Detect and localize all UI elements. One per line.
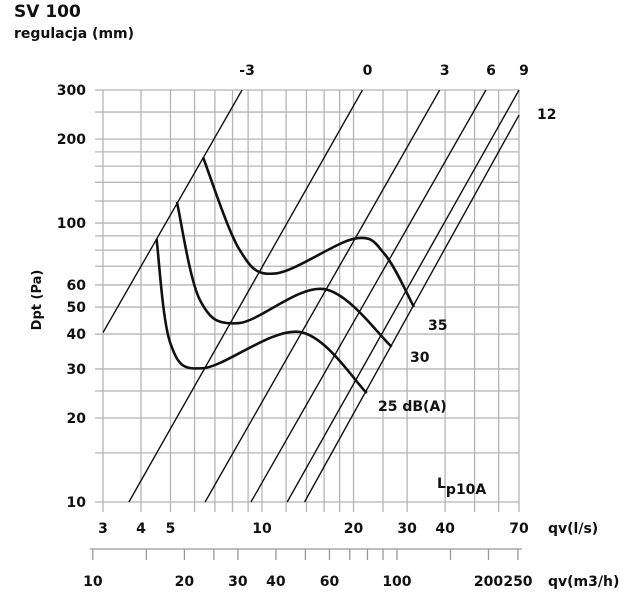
grid bbox=[89, 89, 522, 560]
y-tick-label: 200 bbox=[57, 132, 86, 148]
regulation-line bbox=[286, 89, 520, 503]
regulation-line-label: 9 bbox=[519, 63, 529, 79]
y-tick-label: 10 bbox=[67, 495, 87, 511]
regulation-line-label: 6 bbox=[486, 63, 496, 79]
regulation-line-label: 12 bbox=[537, 107, 556, 123]
regulation-lines bbox=[102, 89, 520, 503]
y-tick-label: 30 bbox=[67, 362, 87, 378]
x-tick-label: 3 bbox=[98, 521, 108, 537]
regulation-line bbox=[204, 89, 441, 503]
y-tick-label: 20 bbox=[67, 411, 87, 427]
x2-tick-label: 40 bbox=[266, 574, 286, 590]
x2-tick-label: 100 bbox=[382, 574, 411, 590]
x-tick-label: 30 bbox=[397, 521, 417, 537]
y-tick-label: 60 bbox=[67, 278, 87, 294]
lp10a-annotation: Lp10A bbox=[437, 476, 486, 498]
noise-curve bbox=[175, 201, 393, 348]
x2-axis-label: qv(m3/h) bbox=[548, 574, 619, 590]
y-tick-label: 50 bbox=[67, 300, 87, 316]
x-axis-label: qv(l/s) bbox=[548, 521, 598, 537]
y-tick-label: 300 bbox=[57, 83, 86, 99]
x2-tick-label: 60 bbox=[320, 574, 340, 590]
regulation-line bbox=[128, 89, 364, 503]
chart-subtitle: regulacja (mm) bbox=[14, 26, 135, 42]
noise-curve bbox=[201, 156, 416, 308]
x2-tick-label: 250 bbox=[503, 574, 532, 590]
regulation-line-label: 3 bbox=[440, 63, 450, 79]
x-tick-label: 4 bbox=[136, 521, 146, 537]
noise-curve-label: 30 bbox=[410, 350, 430, 366]
y-tick-label: 40 bbox=[67, 327, 87, 343]
y-axis-label: Dpt (Pa) bbox=[30, 270, 45, 331]
x-tick-label: 20 bbox=[344, 521, 364, 537]
x-tick-label: 5 bbox=[166, 521, 176, 537]
regulation-line bbox=[303, 114, 520, 503]
regulation-line bbox=[102, 89, 243, 333]
x2-tick-label: 20 bbox=[175, 574, 195, 590]
x-tick-label: 10 bbox=[252, 521, 272, 537]
lp10a-main: L bbox=[437, 476, 446, 492]
x-tick-label: 40 bbox=[435, 521, 455, 537]
x2-tick-label: 10 bbox=[83, 574, 103, 590]
regulation-line-label: 0 bbox=[363, 63, 373, 79]
x-tick-label: 70 bbox=[509, 521, 529, 537]
noise-curve-label: 35 bbox=[428, 318, 447, 334]
lp10a-sub: p10A bbox=[446, 482, 487, 498]
x2-tick-label: 30 bbox=[228, 574, 248, 590]
regulation-line-label: -3 bbox=[239, 63, 255, 79]
noise-curve-label: 25 dB(A) bbox=[378, 399, 447, 415]
regulation-line bbox=[250, 89, 487, 503]
chart-title: SV 100 bbox=[14, 2, 81, 22]
noise-curves bbox=[155, 156, 416, 394]
y-tick-label: 100 bbox=[57, 216, 86, 232]
x2-tick-label: 200 bbox=[474, 574, 503, 590]
noise-curve bbox=[155, 238, 368, 394]
